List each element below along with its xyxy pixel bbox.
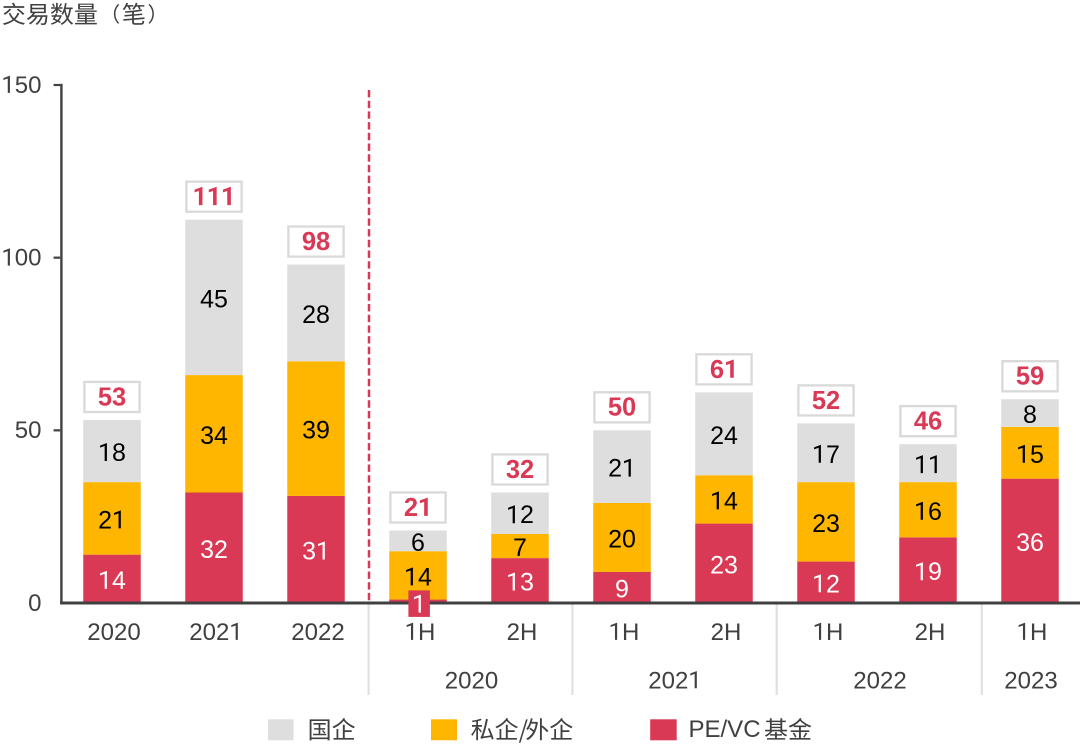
svg-text:2022: 2022 [853,667,906,694]
svg-text:4: 4 [112,567,126,595]
svg-text:2: 2 [404,494,418,522]
svg-text:2: 2 [189,619,202,646]
svg-text:2022: 2022 [291,619,344,646]
svg-text:32: 32 [200,536,228,564]
svg-text:6: 6 [710,356,724,384]
svg-text:98: 98 [302,228,330,256]
svg-text:H: H [622,619,639,646]
svg-text:2020: 2020 [445,667,498,694]
svg-text:36: 36 [1016,529,1044,557]
svg-text:6: 6 [411,529,425,557]
svg-text:7: 7 [826,441,840,469]
svg-text:3: 3 [302,537,316,565]
svg-text:2: 2 [216,619,229,646]
svg-text:2: 2 [608,455,622,483]
svg-text:39: 39 [302,417,330,445]
svg-text:23: 23 [710,551,738,579]
svg-text:5: 5 [1030,441,1044,469]
svg-text:0: 0 [28,590,41,617]
svg-text:24: 24 [710,422,738,450]
svg-text:32: 32 [506,456,534,484]
svg-text:45: 45 [200,285,228,313]
svg-text:2: 2 [826,570,840,598]
svg-text:8: 8 [1023,401,1037,429]
svg-text:0: 0 [15,245,28,272]
svg-text:20: 20 [608,525,636,553]
svg-text:53: 53 [98,383,126,411]
svg-text:0: 0 [203,619,216,646]
svg-text:2: 2 [98,506,112,534]
svg-text:2023: 2023 [1004,667,1057,694]
svg-text:9: 9 [928,558,942,586]
svg-text:4: 4 [418,563,432,591]
svg-text:3: 3 [520,569,534,597]
svg-text:2H: 2H [711,619,742,646]
svg-text:4: 4 [724,487,738,515]
svg-text:2H: 2H [507,619,538,646]
svg-text:5: 5 [15,72,28,99]
svg-text:8: 8 [112,439,126,467]
svg-text:2: 2 [520,501,534,529]
svg-text:2H: 2H [915,619,946,646]
svg-text:0: 0 [28,72,41,99]
svg-text:H: H [418,619,435,646]
svg-text:9: 9 [615,575,629,603]
svg-text:6: 6 [928,498,942,526]
svg-text:50: 50 [608,394,636,422]
svg-text:H: H [826,619,843,646]
svg-text:2: 2 [675,667,688,694]
svg-text:23: 23 [812,510,840,538]
svg-text:52: 52 [812,387,840,415]
svg-text:34: 34 [200,422,228,450]
svg-text:46: 46 [914,408,942,436]
svg-text:0: 0 [28,245,41,272]
svg-text:PE/VC: PE/VC [689,716,761,743]
svg-text:50: 50 [15,417,42,444]
svg-text:H: H [1030,619,1047,646]
svg-text:2: 2 [648,667,661,694]
svg-text:0: 0 [662,667,675,694]
svg-text:2020: 2020 [87,619,140,646]
svg-text:59: 59 [1016,363,1044,391]
svg-text:28: 28 [302,301,330,329]
svg-text:7: 7 [513,534,527,562]
